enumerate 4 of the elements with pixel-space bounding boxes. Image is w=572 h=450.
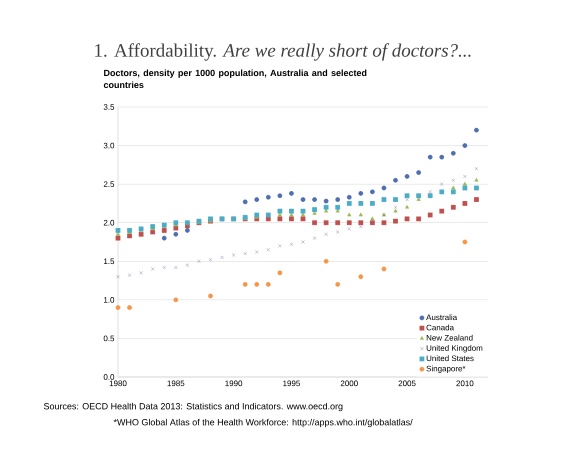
chart-subtitle: Doctors, density per 1000 population, Australia and selected countries — [104, 70, 366, 88]
source-note: Sources: OECD Health Data 2013: Statistics and Indicators. www.oecd.org — [44, 402, 342, 412]
chart-title: 1. Affordability. Are we really short of doctors?... — [95, 43, 471, 61]
text: *WHO Global Atlas of the Health Workforce: http://apps.who.int/globalatlas/ — [114, 418, 413, 428]
